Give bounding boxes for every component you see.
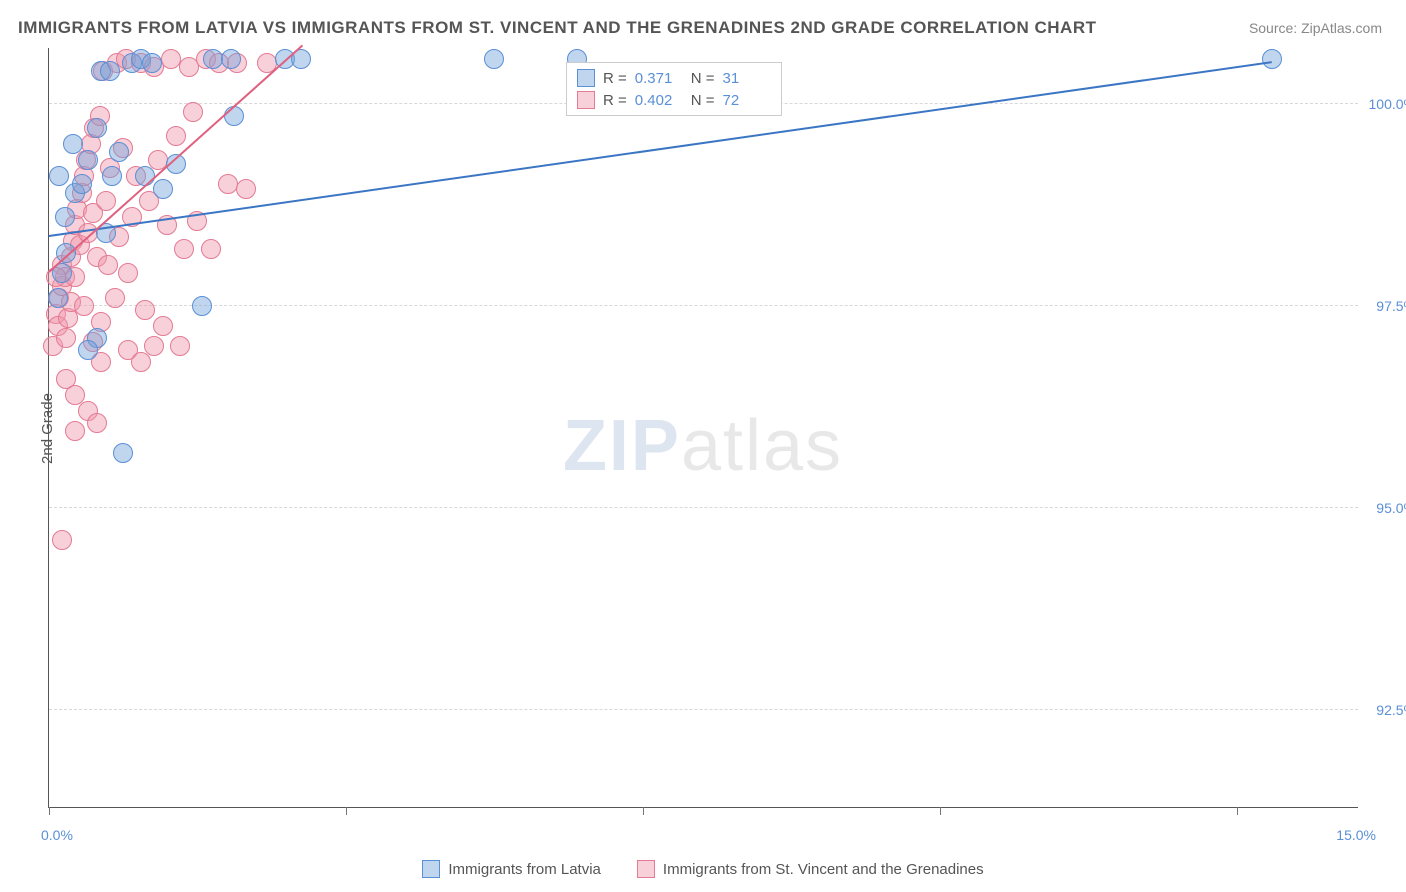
scatter-point-latvia: [49, 166, 69, 186]
scatter-point-latvia: [1262, 49, 1282, 69]
scatter-point-stvincent: [201, 239, 221, 259]
scatter-point-stvincent: [144, 336, 164, 356]
scatter-point-stvincent: [65, 421, 85, 441]
gridline: [49, 709, 1358, 710]
scatter-point-stvincent: [170, 336, 190, 356]
x-tick: [1237, 807, 1238, 815]
scatter-point-latvia: [100, 61, 120, 81]
scatter-point-stvincent: [105, 288, 125, 308]
scatter-point-stvincent: [183, 102, 203, 122]
gridline: [49, 507, 1358, 508]
r-value: 0.371: [635, 70, 683, 87]
scatter-point-latvia: [48, 288, 68, 308]
scatter-point-stvincent: [96, 191, 116, 211]
scatter-point-latvia: [192, 296, 212, 316]
scatter-point-stvincent: [236, 179, 256, 199]
scatter-point-stvincent: [135, 300, 155, 320]
scatter-point-latvia: [72, 174, 92, 194]
legend-swatch: [422, 860, 440, 878]
legend-label: Immigrants from St. Vincent and the Gren…: [663, 861, 984, 878]
scatter-point-stvincent: [52, 530, 72, 550]
legend-swatch: [637, 860, 655, 878]
y-tick-label: 97.5%: [1376, 298, 1406, 314]
y-tick-label: 100.0%: [1369, 96, 1406, 112]
legend-item: Immigrants from Latvia: [422, 860, 601, 878]
gridline: [49, 305, 1358, 306]
r-value: 0.402: [635, 92, 683, 109]
scatter-point-stvincent: [118, 263, 138, 283]
stats-row: R = 0.371 N = 31: [577, 67, 771, 89]
chart-title: IMMIGRANTS FROM LATVIA VS IMMIGRANTS FRO…: [18, 18, 1097, 38]
scatter-point-stvincent: [87, 413, 107, 433]
scatter-point-latvia: [63, 134, 83, 154]
legend-item: Immigrants from St. Vincent and the Gren…: [637, 860, 984, 878]
plot-area: 92.5%95.0%97.5%100.0%0.0%15.0%: [48, 48, 1358, 808]
scatter-point-stvincent: [74, 296, 94, 316]
stats-swatch: [577, 91, 595, 109]
stats-box: R = 0.371 N = 31 R = 0.402 N = 72: [566, 62, 782, 116]
x-tick: [49, 807, 50, 815]
scatter-point-latvia: [55, 207, 75, 227]
r-label: R =: [603, 70, 627, 87]
scatter-point-stvincent: [56, 328, 76, 348]
x-tick: [940, 807, 941, 815]
scatter-point-stvincent: [98, 255, 118, 275]
x-tick: [346, 807, 347, 815]
scatter-point-stvincent: [166, 126, 186, 146]
x-axis-min-label: 0.0%: [41, 827, 73, 843]
x-tick: [643, 807, 644, 815]
legend-label: Immigrants from Latvia: [448, 861, 601, 878]
y-tick-label: 92.5%: [1376, 702, 1406, 718]
n-value: 31: [723, 70, 771, 87]
x-axis-max-label: 15.0%: [1336, 827, 1376, 843]
scatter-point-latvia: [87, 118, 107, 138]
scatter-point-latvia: [221, 49, 241, 69]
scatter-point-latvia: [484, 49, 504, 69]
legend: Immigrants from Latvia Immigrants from St…: [0, 860, 1406, 882]
scatter-point-latvia: [142, 53, 162, 73]
scatter-point-latvia: [109, 142, 129, 162]
n-value: 72: [723, 92, 771, 109]
scatter-point-latvia: [102, 166, 122, 186]
scatter-point-stvincent: [174, 239, 194, 259]
scatter-point-stvincent: [131, 352, 151, 372]
scatter-point-latvia: [78, 150, 98, 170]
r-label: R =: [603, 92, 627, 109]
stats-row: R = 0.402 N = 72: [577, 89, 771, 111]
scatter-point-stvincent: [153, 316, 173, 336]
scatter-point-latvia: [224, 106, 244, 126]
scatter-point-latvia: [153, 179, 173, 199]
scatter-point-latvia: [113, 443, 133, 463]
scatter-point-latvia: [78, 340, 98, 360]
n-label: N =: [691, 70, 715, 87]
source-attribution: Source: ZipAtlas.com: [1249, 20, 1382, 36]
n-label: N =: [691, 92, 715, 109]
stats-swatch: [577, 69, 595, 87]
y-tick-label: 95.0%: [1376, 500, 1406, 516]
